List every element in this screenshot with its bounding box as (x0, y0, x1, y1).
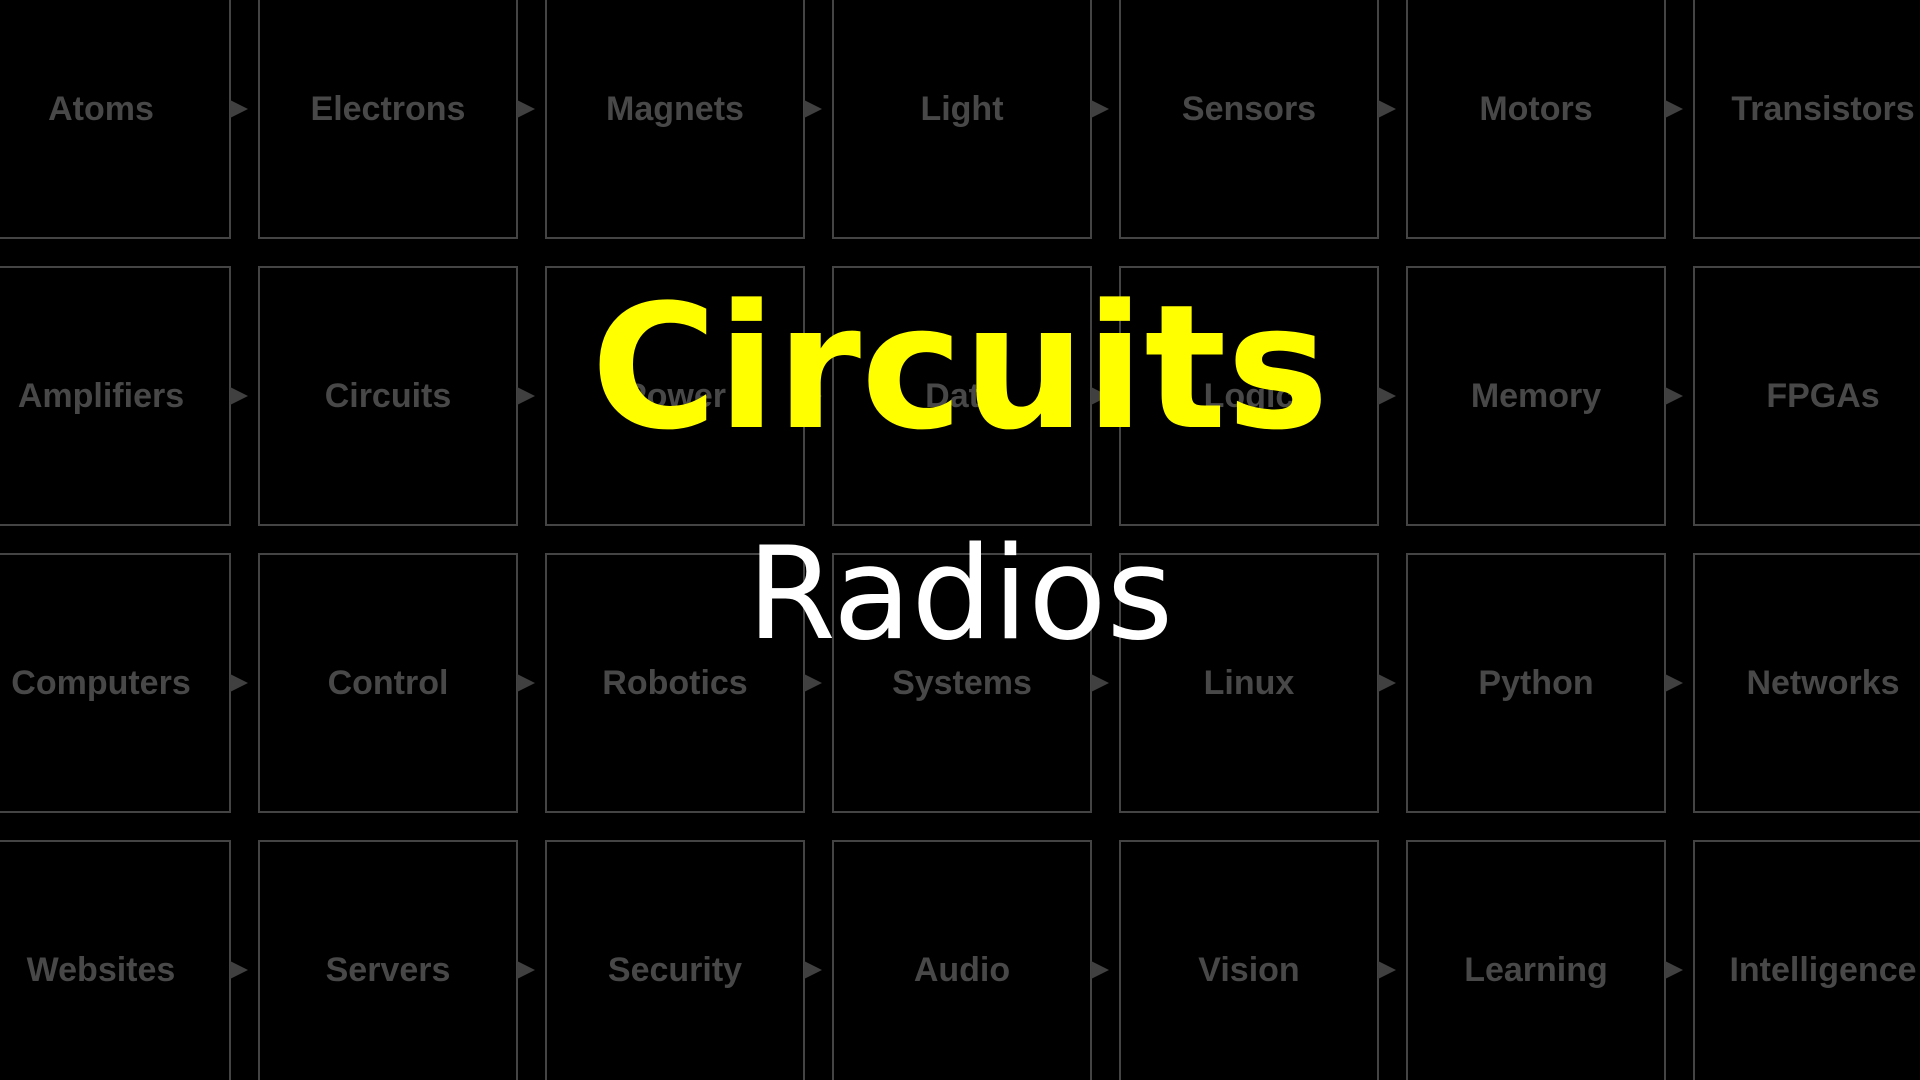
arrow-right-icon (230, 100, 248, 118)
arrow-right-icon (230, 674, 248, 692)
arrow-right-icon (517, 961, 535, 979)
arrow-right-icon (1665, 961, 1683, 979)
arrow-right-icon (1091, 674, 1109, 692)
topic-label: Logic (1203, 376, 1295, 415)
topic-label: Systems (892, 663, 1032, 702)
topic-label: Amplifiers (17, 376, 185, 415)
topic-label: Linux (1203, 663, 1295, 702)
topic-label: Control (327, 663, 449, 702)
topic-label: Circuits (324, 376, 452, 415)
topic-label: Computers (11, 663, 191, 702)
topic-label: Websites (26, 950, 176, 989)
arrow-right-icon (1665, 100, 1683, 118)
arrow-right-icon (1091, 387, 1109, 405)
topic-label: Memory (1470, 376, 1602, 415)
topic-label: Power (623, 376, 727, 415)
topic-tile: Magnets (545, 0, 805, 239)
arrow-right-icon (1665, 387, 1683, 405)
arrow-right-icon (804, 674, 822, 692)
arrow-right-icon (1665, 674, 1683, 692)
arrow-right-icon (1378, 674, 1396, 692)
topic-label: Magnets (606, 89, 744, 128)
topic-label: Security (607, 950, 743, 989)
topic-label: FPGAs (1766, 376, 1880, 415)
arrow-right-icon (517, 674, 535, 692)
topic-label: Servers (325, 950, 451, 989)
topic-tile: Motors (1406, 0, 1666, 239)
topic-label: Learning (1464, 950, 1608, 989)
topic-label: Atoms (48, 89, 154, 128)
topic-tile: Computers (0, 553, 231, 813)
topic-tile: Electrons (258, 0, 518, 239)
arrow-right-icon (804, 387, 822, 405)
topic-tile: Websites (0, 840, 231, 1080)
topic-label: Vision (1198, 950, 1300, 989)
topic-label: Robotics (602, 663, 748, 702)
arrow-right-icon (1378, 387, 1396, 405)
topic-tile: Transistors (1693, 0, 1920, 239)
topic-tile: Servers (258, 840, 518, 1080)
topic-tile: Learning (1406, 840, 1666, 1080)
arrow-right-icon (230, 961, 248, 979)
topic-label: Data (925, 376, 999, 415)
arrow-right-icon (804, 100, 822, 118)
topic-label: Light (920, 89, 1004, 128)
topic-label: Intelligence (1729, 950, 1917, 989)
topic-tile: Logic (1119, 266, 1379, 526)
topic-label: Transistors (1731, 89, 1915, 128)
topic-label: Motors (1479, 89, 1593, 128)
arrow-right-icon (230, 387, 248, 405)
topic-tile: FPGAs (1693, 266, 1920, 526)
topic-label: Sensors (1181, 89, 1317, 128)
topic-label: Electrons (310, 89, 466, 128)
topic-tile: Sensors (1119, 0, 1379, 239)
arrow-right-icon (517, 100, 535, 118)
topic-label: Networks (1746, 663, 1900, 702)
topic-tile: Vision (1119, 840, 1379, 1080)
arrow-right-icon (1378, 961, 1396, 979)
arrow-right-icon (517, 387, 535, 405)
arrow-right-icon (1378, 100, 1396, 118)
topic-tile: Audio (832, 840, 1092, 1080)
topic-tile: Intelligence (1693, 840, 1920, 1080)
topic-label: Audio (913, 950, 1011, 989)
topic-tile: Networks (1693, 553, 1920, 813)
arrow-right-icon (1091, 961, 1109, 979)
topic-tile: Memory (1406, 266, 1666, 526)
topic-tile: Robotics (545, 553, 805, 813)
topic-label: Python (1478, 663, 1594, 702)
slide-title: Circuits (591, 267, 1329, 468)
topic-tile: Atoms (0, 0, 231, 239)
arrow-right-icon (1091, 100, 1109, 118)
topic-tile: Light (832, 0, 1092, 239)
arrow-right-icon (804, 961, 822, 979)
topic-tile: Security (545, 840, 805, 1080)
slide-subtitle: Radios (746, 520, 1174, 669)
